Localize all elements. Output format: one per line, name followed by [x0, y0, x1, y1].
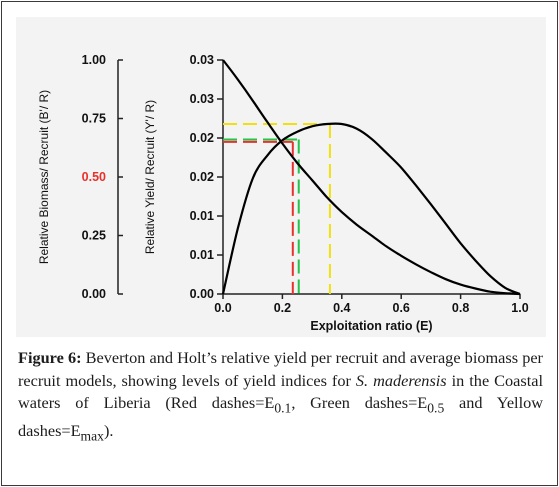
caption-sub-1: 0.1 — [274, 400, 292, 416]
caption-label: Figure 6: — [18, 348, 82, 367]
y-tick-label: 0.01 — [190, 209, 214, 223]
caption-text-1: Beverton and Holt’s relative yield per r… — [18, 348, 543, 390]
caption-sub-2: 0.5 — [427, 400, 445, 416]
caption-text-3: , Green dashes=E — [291, 393, 428, 412]
x-tick-label: 0.2 — [274, 301, 291, 315]
y-tick-label: 0.00 — [190, 287, 214, 301]
y-tick-label: 0.02 — [190, 170, 214, 184]
y-tick-label: 0.02 — [190, 131, 214, 145]
x-tick-label: 1.0 — [511, 301, 528, 315]
figure-caption: Figure 6: Beverton and Holt’s relative y… — [18, 347, 543, 448]
x-tick-label: 0.0 — [214, 301, 231, 315]
series-line-0 — [222, 59, 521, 296]
y-tick-label: 0.03 — [190, 53, 214, 67]
x-tick-label: 0.8 — [452, 301, 469, 315]
caption-sub-3: max — [80, 428, 104, 443]
caption-species: S. maderensis — [355, 370, 447, 390]
y-axis-label: Relative Yield/ Recruit (Y'/ R) — [143, 100, 157, 254]
x-axis-label: Exploitation ratio (E) — [310, 319, 432, 333]
left-y-tick-label: 1.00 — [82, 53, 106, 67]
caption-text-5: ). — [103, 420, 114, 440]
x-tick-label: 0.6 — [393, 301, 410, 315]
y-tick-label: 0.01 — [190, 248, 214, 262]
left-y-tick-label: 0.25 — [82, 229, 106, 243]
y-tick-label: 0.03 — [190, 92, 214, 106]
left-y-tick-label: 0.00 — [82, 287, 106, 301]
caption-text-2: in the Coastal waters of Liberia (Red da… — [18, 370, 543, 413]
caption-text-4: and Yellow dashes=E — [18, 393, 543, 440]
chart: 0.00 0.25 0.50 0.75 1.00 Relative Biomass/ Re… — [37, 53, 529, 333]
left-y-tick-label: 0.75 — [82, 112, 106, 126]
left-y-axis-label: Relative Biomass/ Recruit (B'/ R) — [37, 90, 51, 264]
left-y-tick-label: 0.50 — [82, 170, 106, 184]
series-line-1 — [221, 122, 521, 296]
x-tick-label: 0.4 — [333, 301, 350, 315]
